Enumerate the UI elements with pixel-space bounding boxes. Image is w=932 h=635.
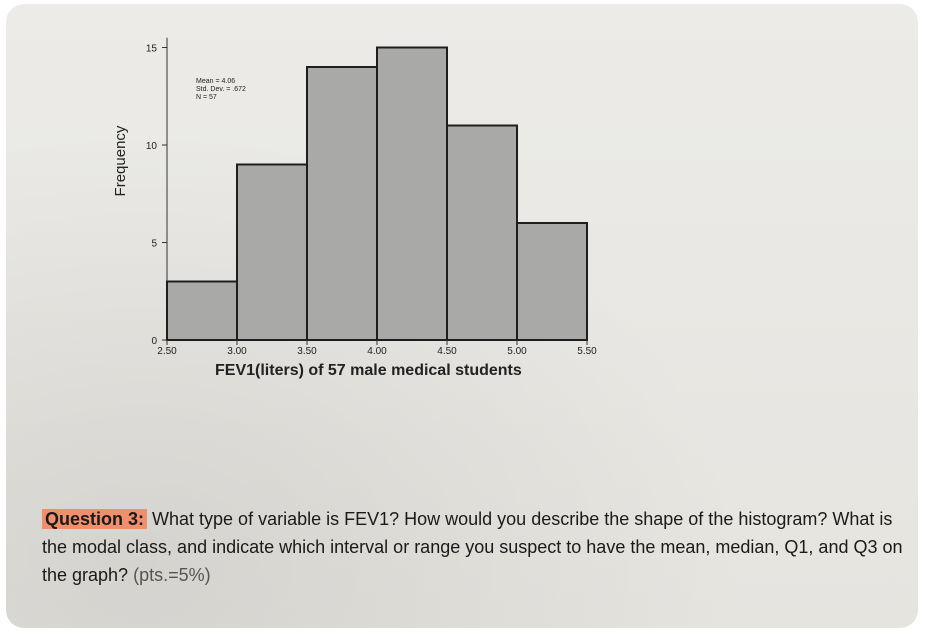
histogram-bar (236, 163, 308, 341)
stats-box: Mean = 4.06 Std. Dev. = .672 N = 57 (196, 78, 246, 102)
x-tick-label: 3.00 (227, 346, 247, 357)
y-tick-label: 15 (146, 44, 158, 55)
question-points: (pts.=5%) (128, 565, 211, 585)
y-axis-label: Frequency (112, 125, 129, 197)
x-tick-label: 4.00 (367, 346, 387, 357)
y-tick-label: 0 (151, 336, 157, 347)
x-tick-label: 4.50 (437, 346, 457, 357)
y-tick-label: 10 (146, 141, 158, 152)
x-tick-label: 2.50 (157, 346, 177, 357)
stats-std: Std. Dev. = .672 (196, 86, 246, 93)
question-body: What type of variable is FEV1? How would… (42, 509, 903, 585)
histogram-bar (516, 222, 588, 341)
question-text: Question 3: What type of variable is FEV… (42, 505, 912, 589)
histogram-bar (306, 66, 378, 341)
x-axis-label: FEV1(liters) of 57 male medical students (215, 362, 522, 379)
x-tick-label: 3.50 (297, 346, 317, 357)
stats-n: N = 57 (196, 94, 217, 101)
x-tick-label: 5.50 (577, 346, 597, 357)
histogram-bar (376, 46, 448, 341)
y-tick-label: 5 (151, 239, 157, 250)
x-tick-label: 5.00 (507, 346, 527, 357)
histogram-bar (446, 124, 518, 341)
stats-mean: Mean = 4.06 (196, 78, 236, 85)
histogram-chart: 0 5 10 15 2.50 3.00 3.50 4.00 4.50 5.00 5.50 (146, 37, 597, 357)
histogram-bar (166, 280, 238, 341)
question-label: Question 3: (42, 509, 148, 529)
